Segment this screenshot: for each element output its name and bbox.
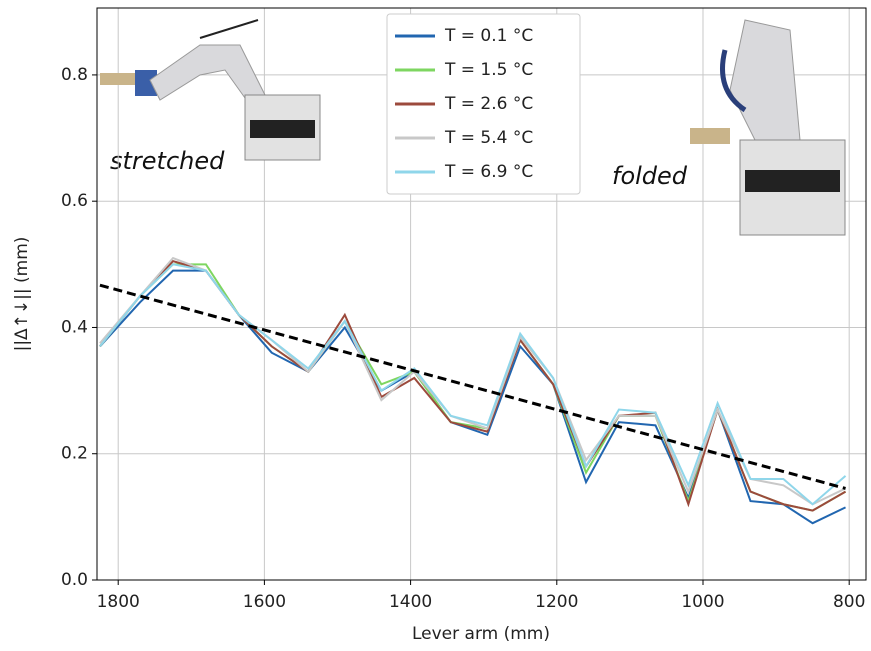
plot-frame xyxy=(96,7,867,581)
robot-photo-folded xyxy=(690,19,846,236)
fit-line xyxy=(99,283,846,490)
legend: T = 0.1 °C T = 1.5 °C T = 2.6 °C T = 5.4 °C… xyxy=(386,13,581,195)
x-tick-label: 1400 xyxy=(389,592,432,612)
series-line xyxy=(99,263,847,506)
y-tick-label: 0.6 xyxy=(61,191,88,211)
series-line xyxy=(99,269,846,525)
legend-box xyxy=(386,13,581,195)
x-axis-label: Lever arm (mm) xyxy=(412,624,550,644)
y-tick-label: 0.0 xyxy=(61,570,88,590)
legend-label: T = 5.4 °C xyxy=(444,128,533,148)
legend-label: T = 6.9 °C xyxy=(444,162,533,182)
series-line xyxy=(99,256,846,506)
y-tick-label: 0.4 xyxy=(61,317,88,337)
legend-label: T = 2.6 °C xyxy=(444,94,533,114)
y-tick-label: 0.2 xyxy=(61,444,88,464)
x-tick-label: 1800 xyxy=(97,592,140,612)
annotation: folded xyxy=(612,162,688,190)
y-axis-label: ||Δ↑↓|| (mm) xyxy=(12,237,32,352)
annotation: stretched xyxy=(110,147,225,175)
robot-photo-stretched xyxy=(100,19,321,161)
x-tick-label: 800 xyxy=(833,592,865,612)
x-tick-label: 1000 xyxy=(681,592,724,612)
legend-label: T = 0.1 °C xyxy=(444,26,533,46)
x-tick-label: 1600 xyxy=(243,592,286,612)
y-tick-label: 0.8 xyxy=(61,65,88,85)
x-tick-label: 1200 xyxy=(535,592,578,612)
legend-label: T = 1.5 °C xyxy=(444,60,533,80)
